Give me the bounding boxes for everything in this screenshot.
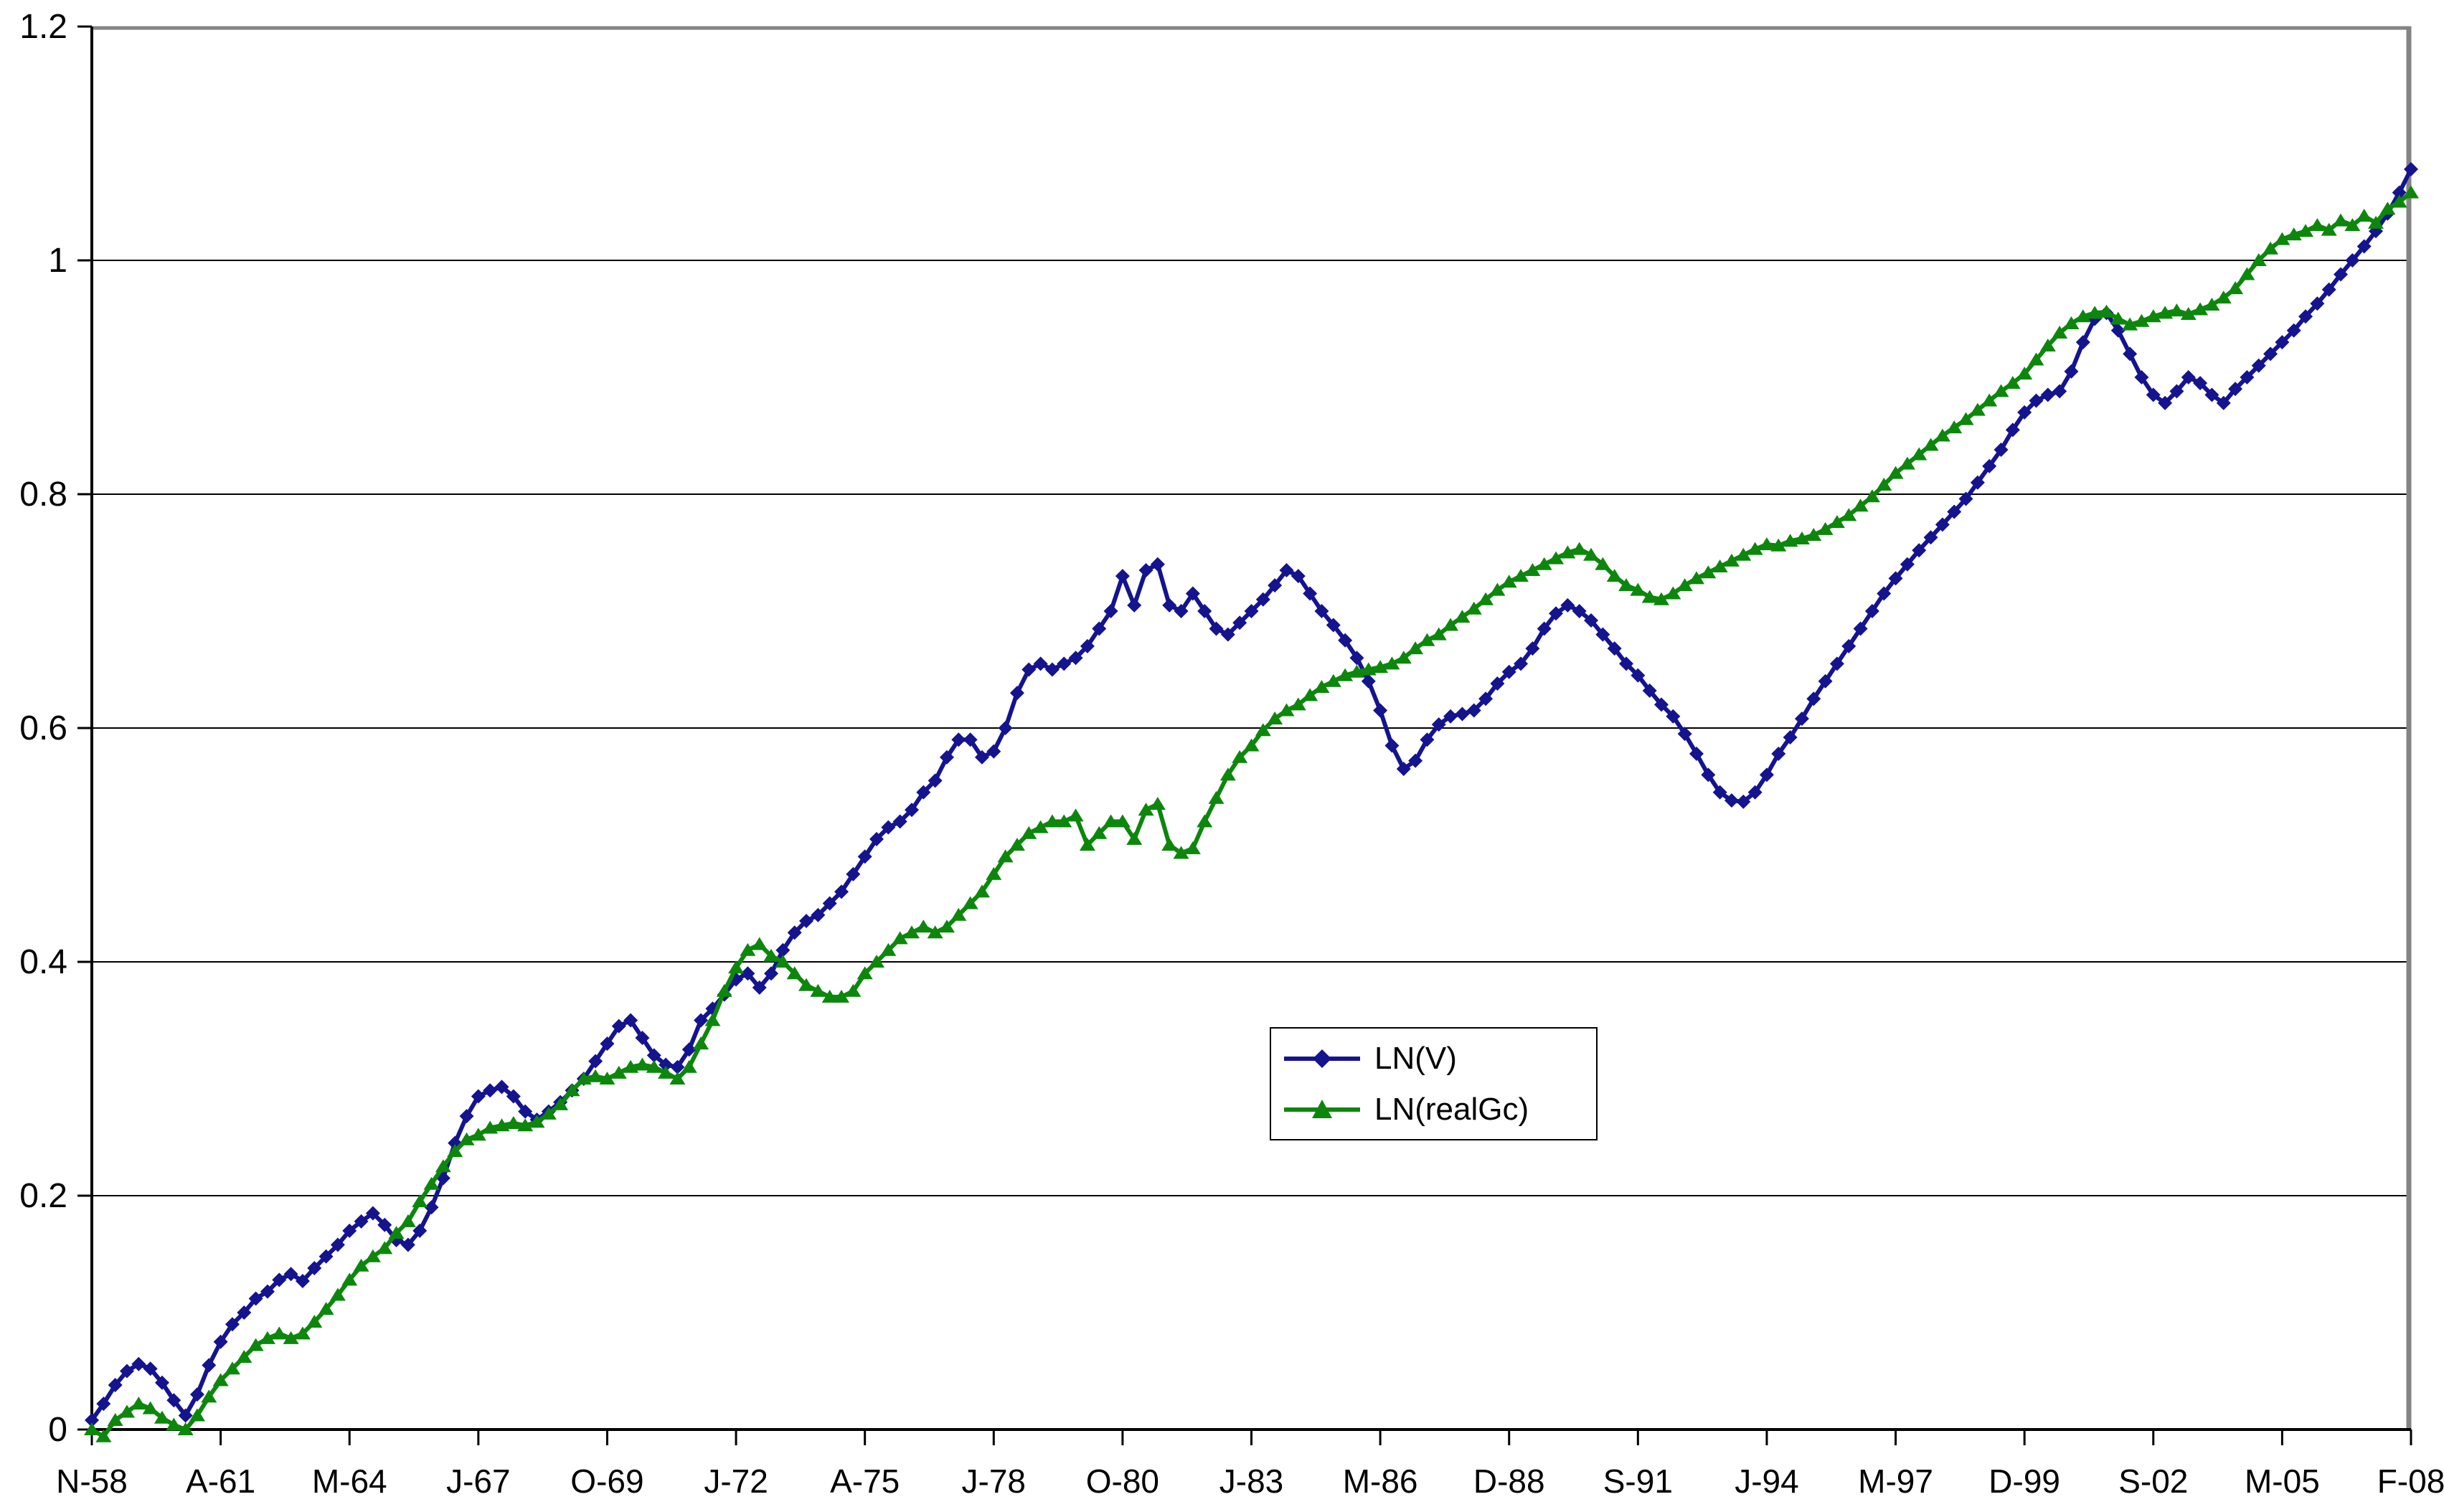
x-tick-label: J-67 [446,1463,510,1500]
y-tick-label: 0.2 [19,1177,67,1215]
x-tick-label: F-08 [2377,1463,2444,1500]
x-tick-label: A-75 [830,1463,900,1500]
y-tick-label: 1.2 [19,8,67,46]
series-markers-LN(V) [85,161,2418,1427]
x-tick-label: O-80 [1086,1463,1159,1500]
x-tick-label: M-64 [312,1463,387,1500]
series-line-LN(V) [90,168,2413,1422]
legend-label-lnv: LN(V) [1374,1040,1457,1076]
y-tick-label: 0.8 [19,476,67,514]
y-tick-label: 0 [48,1411,67,1449]
legend-marker-triangle-icon [1284,1099,1360,1118]
legend-item-lnv: LN(V) [1283,1040,1589,1076]
x-tick-label: M-05 [2245,1463,2320,1500]
x-tick-label: S-02 [2118,1463,2188,1500]
x-tick-label: O-69 [570,1463,643,1500]
x-tick-label: J-94 [1735,1463,1798,1500]
x-tick-label: D-88 [1473,1463,1545,1500]
x-tick-label: D-99 [1988,1463,2060,1500]
x-tick-label: M-86 [1343,1463,1418,1500]
legend-label-lnrealgc: LN(realGc) [1374,1091,1529,1127]
x-tick-label: J-72 [704,1463,768,1500]
x-tick-label: A-61 [186,1463,255,1500]
x-tick-label: J-83 [1219,1463,1283,1500]
y-tick-label: 0.6 [19,709,67,747]
x-tick-label: S-91 [1603,1463,1673,1500]
series-line-LN(realGc) [90,191,2412,1439]
legend-marker-diamond-icon [1284,1049,1360,1068]
y-tick-label: 1 [48,242,67,280]
legend: LN(V) LN(realGc) [1270,1027,1598,1140]
y-tick-label: 0.4 [19,943,67,981]
x-tick-label: J-78 [962,1463,1026,1500]
x-tick-label: N-58 [56,1463,128,1500]
x-tick-label: M-97 [1858,1463,1933,1500]
legend-item-lnrealgc: LN(realGc) [1283,1091,1589,1127]
